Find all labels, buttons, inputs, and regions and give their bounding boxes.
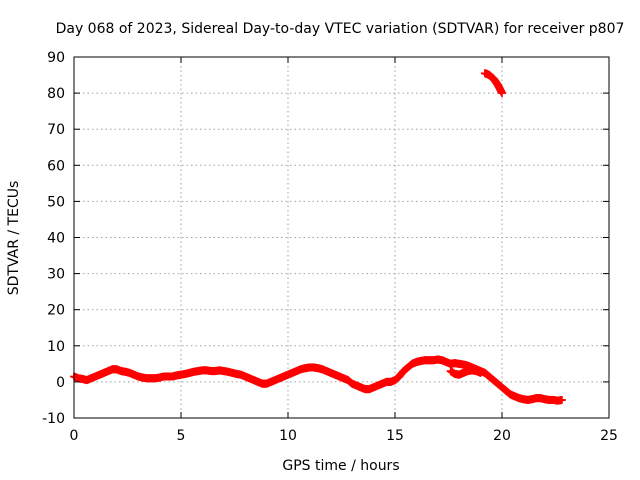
data-point [476,368,485,377]
grid [74,57,609,418]
y-tick-label: 40 [47,231,65,247]
chart-title: Day 068 of 2023, Sidereal Day-to-day VTE… [56,21,625,37]
y-tick-label: 90 [47,50,65,66]
y-tick-label: 70 [47,122,65,138]
x-tick-label: 0 [70,428,79,444]
data-point [557,395,566,404]
y-tick-label: -10 [42,411,65,427]
y-tick-label: 30 [47,267,65,283]
data-points [70,69,566,405]
y-tick-label: 50 [47,194,65,210]
x-tick-label: 25 [600,428,618,444]
y-tick-label: 60 [47,158,65,174]
x-tick-label: 10 [279,428,297,444]
data-point [498,89,506,98]
y-tick-label: 20 [47,303,65,319]
x-tick-label: 5 [177,428,186,444]
axis-ticks: 0 5 10 15 20 25 -10 0 10 20 30 40 50 60 70 80 90 [42,50,618,444]
x-tick-label: 15 [386,428,404,444]
y-tick-label: 10 [47,339,65,355]
y-axis-label: SDTVAR / TECUs [6,181,22,296]
y-tick-label: 0 [56,375,65,391]
x-tick-label: 20 [493,428,511,444]
x-axis-label: GPS time / hours [282,458,399,474]
y-tick-label: 80 [47,86,65,102]
